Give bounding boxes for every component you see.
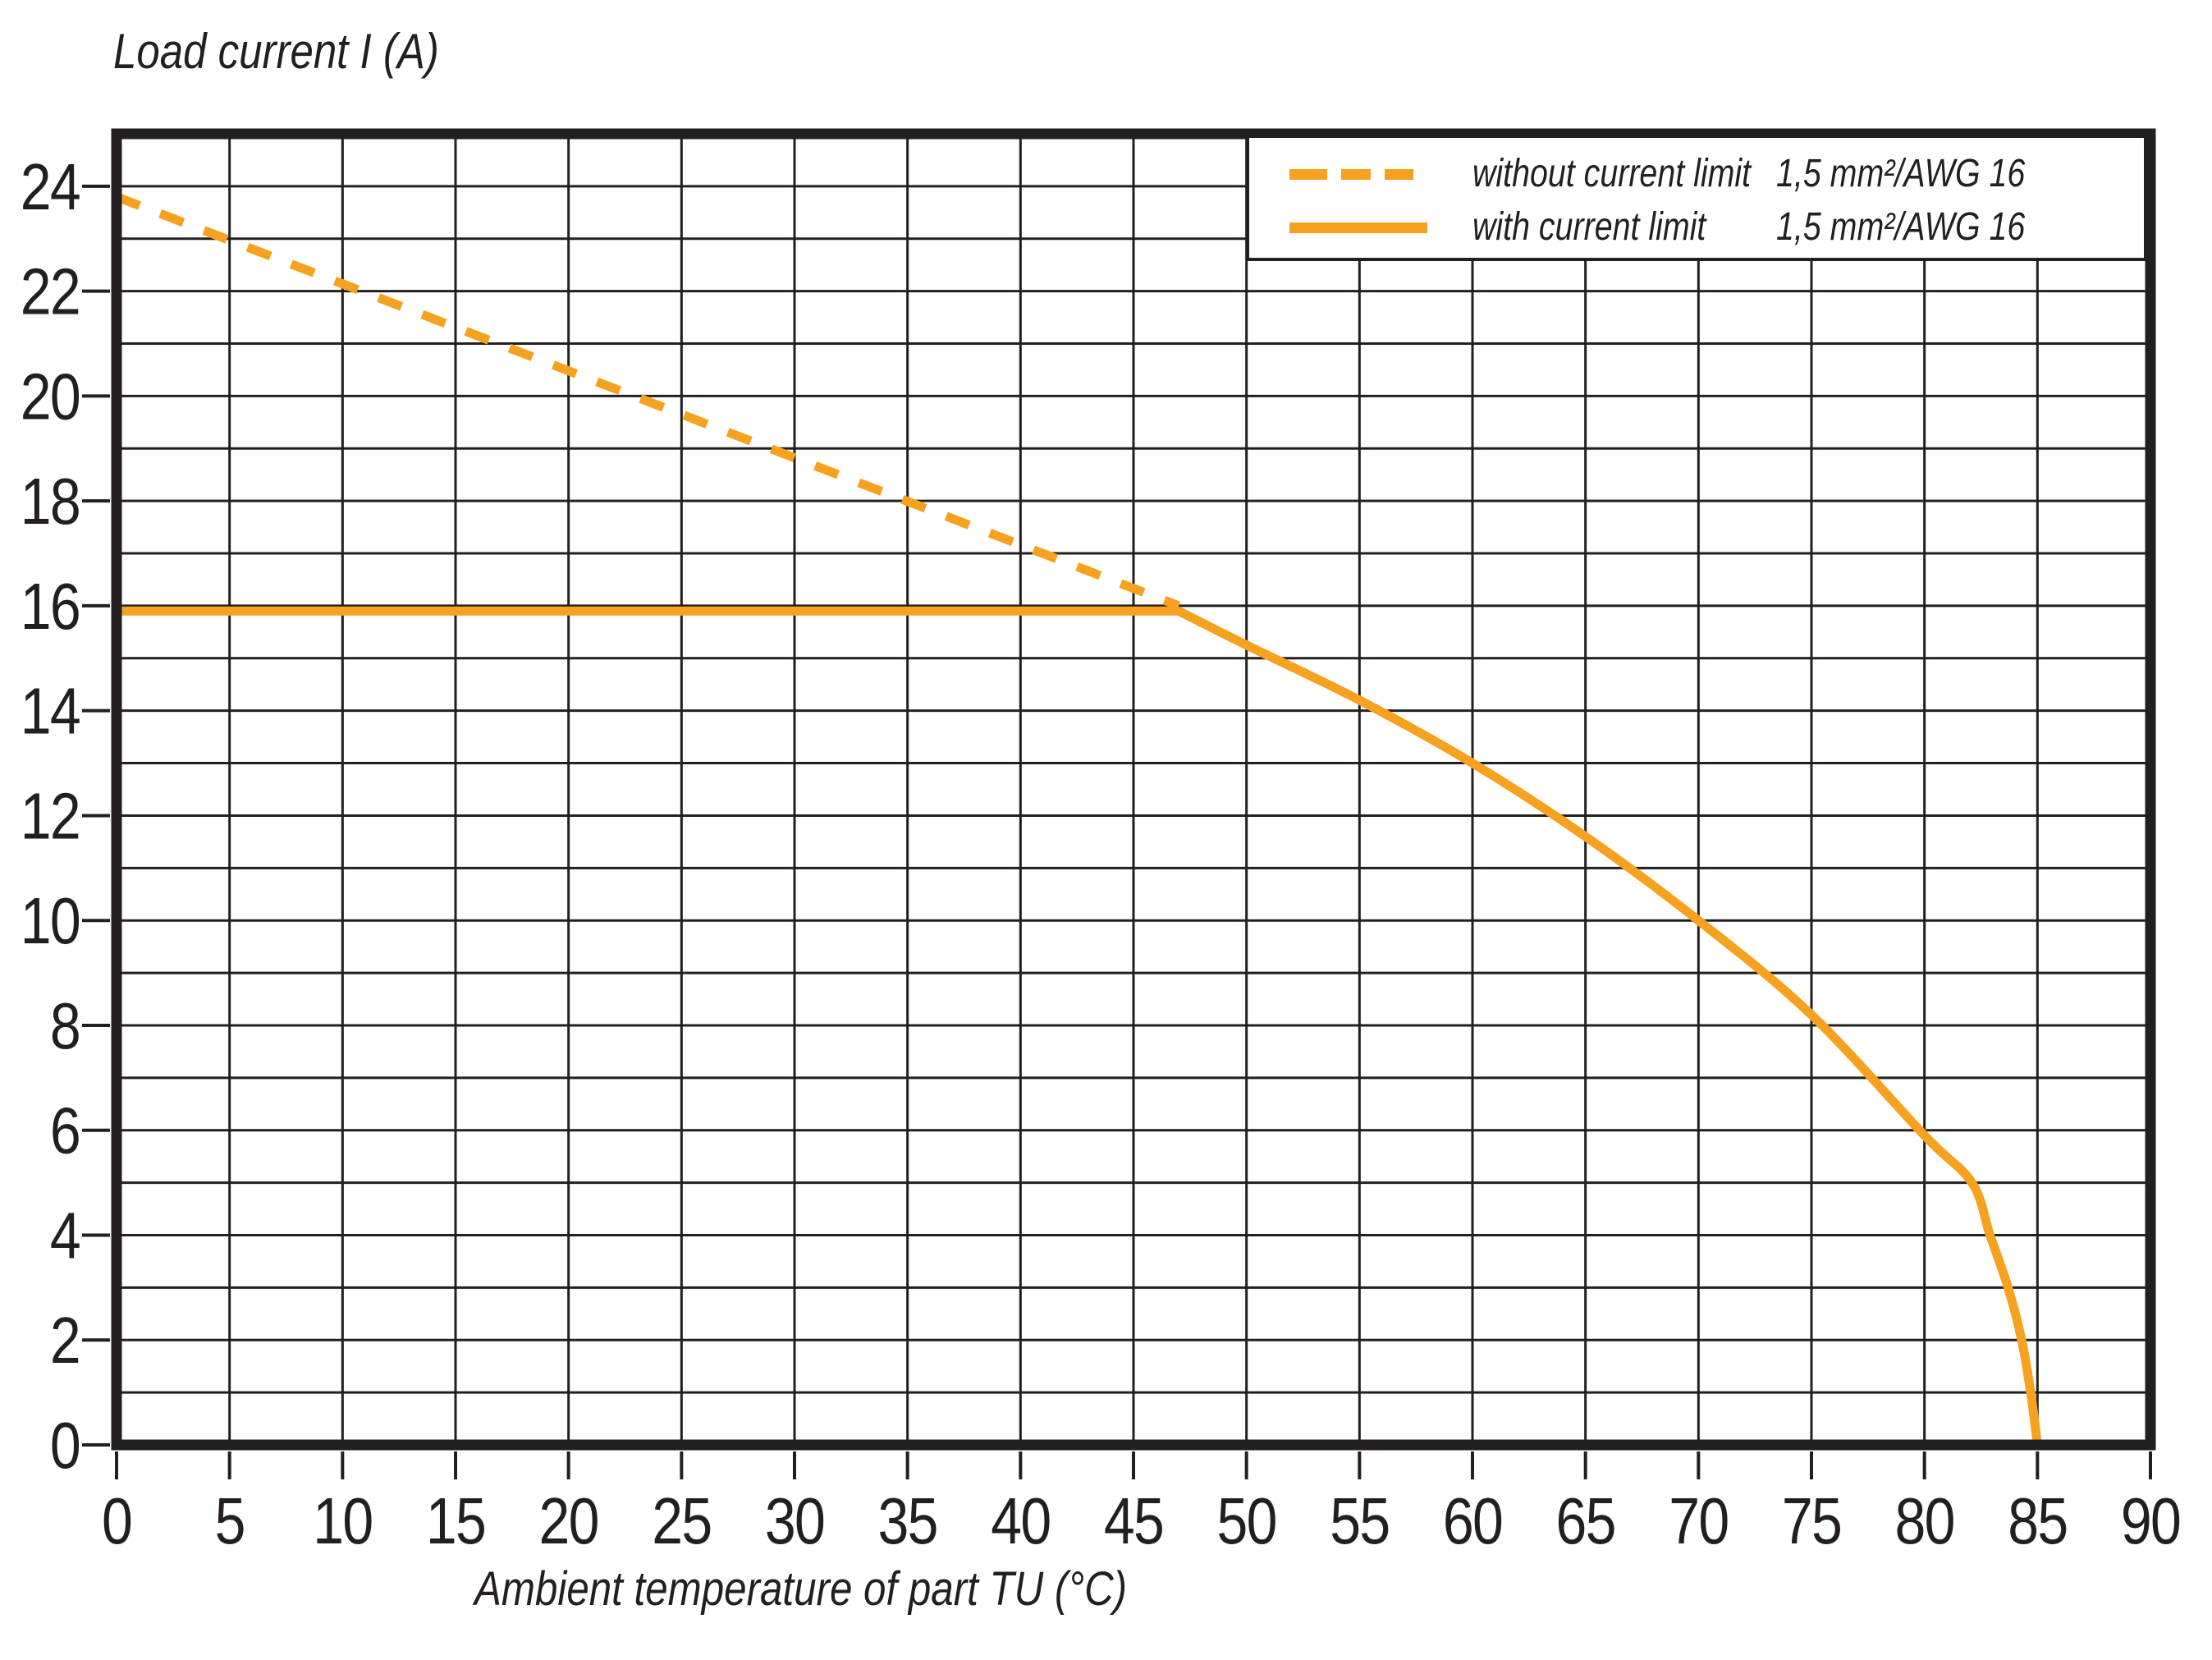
x-tick-label-70: 70 <box>1669 1484 1728 1557</box>
legend-spec: 1,5 mm²/AWG 16 <box>1776 152 2026 195</box>
legend-item-with-current-limit: with current limit 1,5 mm²/AWG 16 <box>1249 201 2144 254</box>
x-tick-label-80: 80 <box>1895 1484 1954 1557</box>
legend-spec: 1,5 mm²/AWG 16 <box>1776 205 2026 249</box>
x-tick-label-25: 25 <box>652 1484 711 1557</box>
x-tick-label-0: 0 <box>102 1484 131 1557</box>
x-tick-label-20: 20 <box>539 1484 598 1557</box>
tick-labels: 0 5 10 15 20 25 30 35 40 45 50 55 60 65 70 75 80 85 900246… <box>21 150 2182 1558</box>
y-tick-label-16: 16 <box>21 570 80 643</box>
x-axis-title: Ambient temperature of part TU (°C) <box>474 1562 1128 1616</box>
series-line-with-current-limit <box>117 606 2042 1446</box>
x-tick-label-30: 30 <box>765 1484 824 1557</box>
y-tick-label-20: 20 <box>21 360 80 433</box>
legend-swatch-solid-icon <box>1289 222 1427 233</box>
chart-title: Load current I (A) <box>113 24 439 79</box>
legend-label: with current limit <box>1472 205 1706 249</box>
y-tick-label-24: 24 <box>21 150 80 223</box>
y-tick-label-14: 14 <box>21 674 80 747</box>
ticks <box>82 184 2152 1479</box>
x-tick-label-65: 65 <box>1556 1484 1615 1557</box>
y-tick-label-10: 10 <box>21 884 80 957</box>
x-tick-label-60: 60 <box>1443 1484 1502 1557</box>
x-tick-label-10: 10 <box>313 1484 372 1557</box>
x-tick-label-75: 75 <box>1782 1484 1841 1557</box>
y-tick-label-0: 0 <box>50 1409 80 1482</box>
x-tick-label-15: 15 <box>426 1484 485 1557</box>
y-tick-label-12: 12 <box>21 779 80 852</box>
y-tick-label-18: 18 <box>21 465 80 538</box>
x-tick-label-90: 90 <box>2121 1484 2180 1557</box>
x-tick-label-50: 50 <box>1217 1484 1276 1557</box>
x-tick-label-5: 5 <box>215 1484 245 1557</box>
x-tick-label-85: 85 <box>2008 1484 2067 1557</box>
plot-border <box>111 128 2156 1451</box>
y-tick-label-6: 6 <box>50 1094 80 1167</box>
legend-item-without-current-limit: without current limit 1,5 mm²/AWG 16 <box>1249 148 2144 200</box>
x-tick-label-40: 40 <box>991 1484 1050 1557</box>
x-tick-label-35: 35 <box>878 1484 937 1557</box>
legend-label: without current limit <box>1472 152 1752 195</box>
y-tick-label-8: 8 <box>50 989 80 1062</box>
series-line-without-current-limit <box>115 192 1181 611</box>
legend: without current limit 1,5 mm²/AWG 16 with … <box>1246 138 2147 261</box>
y-tick-label-2: 2 <box>50 1304 80 1377</box>
gridlines <box>117 134 2150 1445</box>
y-tick-label-22: 22 <box>21 255 80 328</box>
y-tick-label-4: 4 <box>50 1199 80 1272</box>
x-tick-label-55: 55 <box>1330 1484 1389 1557</box>
legend-swatch-dashed-icon <box>1289 169 1427 180</box>
x-tick-label-45: 45 <box>1104 1484 1163 1557</box>
